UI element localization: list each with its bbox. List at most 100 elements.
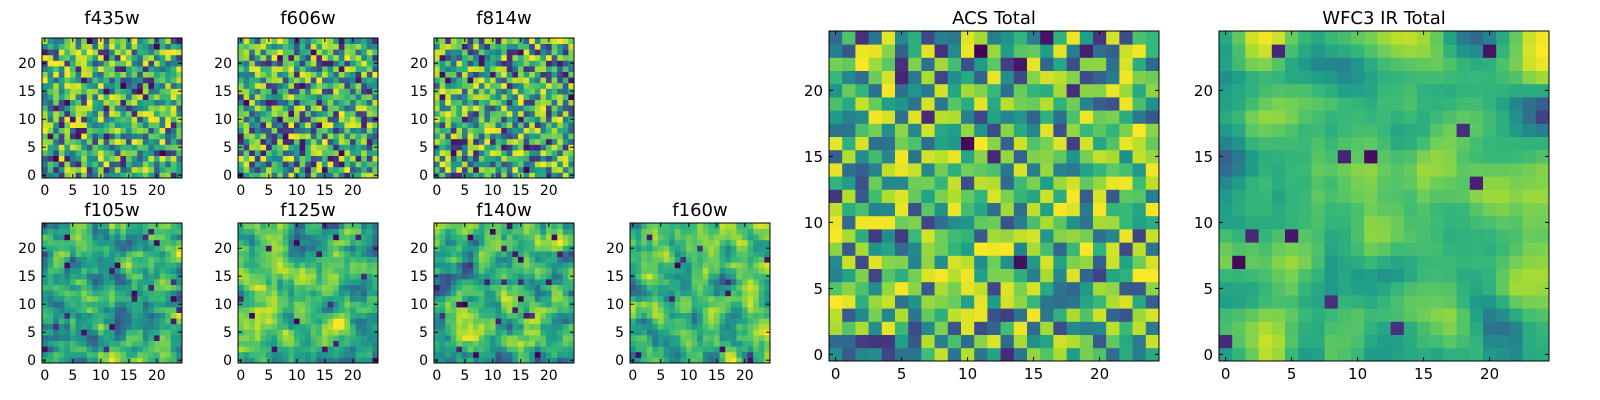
heatmap-cell [288,223,294,229]
heatmap-cell [490,167,496,173]
heatmap-cell [680,313,686,319]
heatmap-cell [300,60,306,66]
heatmap-cell [367,128,373,134]
heatmap-cell [753,352,759,358]
panel-f105w: f105w 0 5 10 15 20 0 5 10 15 20 [42,198,182,388]
heatmap-cell [81,279,87,285]
heatmap-cell [154,150,160,156]
heatmap-cell [64,318,70,324]
heatmap-cell [92,324,98,330]
heatmap-cell [305,111,311,117]
heatmap-cell [529,144,535,150]
heatmap-cell [468,122,474,128]
heatmap-cell [322,100,328,106]
heatmap-cell [288,44,294,50]
heatmap-cell [104,83,110,89]
heatmap-cell [669,234,675,240]
heatmap-cell [736,251,742,257]
heatmap-cell [48,105,54,111]
heatmap-cell [339,167,345,173]
heatmap-cell [277,139,283,145]
heatmap-cell [552,128,558,134]
heatmap-cell [339,352,345,358]
heatmap-cell [697,229,703,235]
heatmap-cell [524,273,530,279]
heatmap-cell [126,88,132,94]
x-tick-label: 5 [264,368,273,384]
heatmap-cell [120,313,126,319]
heatmap-cell [48,307,54,313]
heatmap-cell [305,318,311,324]
x-tick-label: 20 [344,368,362,384]
heatmap-cell [759,346,765,352]
heatmap-cell [272,72,278,78]
heatmap-cell [557,245,563,251]
heatmap-cell [680,279,686,285]
heatmap-cell [725,262,731,268]
heatmap-cell [109,44,115,50]
heatmap-cell [70,307,76,313]
heatmap-cell [855,163,869,177]
heatmap-cell [300,223,306,229]
y-tick-label: 0 [27,353,36,369]
heatmap-cell [109,77,115,83]
heatmap-cell [92,307,98,313]
heatmap-cell [367,38,373,44]
heatmap-cell [339,88,345,94]
heatmap-cell [294,279,300,285]
heatmap-cell [669,223,675,229]
heatmap-cell [322,307,328,313]
heatmap-cell [546,268,552,274]
heatmap-cell [53,55,59,61]
heatmap-cell [255,72,261,78]
heatmap-cell [546,105,552,111]
heatmap-cell [479,128,485,134]
heatmap-cell [238,161,244,167]
heatmap-cell [361,88,367,94]
heatmap-cell [277,60,283,66]
heatmap-cell [143,150,149,156]
heatmap-cell [647,273,653,279]
heatmap-cell [76,234,82,240]
heatmap-cell [692,324,698,330]
heatmap-cell [238,83,244,89]
heatmap-cell [557,133,563,139]
heatmap-cell [350,111,356,117]
heatmap-cell [92,111,98,117]
heatmap-cell [468,83,474,89]
heatmap-cell [350,105,356,111]
heatmap-cell [630,313,636,319]
heatmap-cell [496,313,502,319]
heatmap-cell [148,273,154,279]
heatmap-cell [468,111,474,117]
heatmap-cell [266,352,272,358]
heatmap-cell [512,150,518,156]
heatmap-cell [462,245,468,251]
heatmap-cell [356,55,362,61]
heatmap-cell [322,251,328,257]
heatmap-cell [669,352,675,358]
heatmap-cell [473,72,479,78]
heatmap-cell [48,139,54,145]
heatmap-cell [692,313,698,319]
heatmap-cell [697,268,703,274]
heatmap-cell [76,346,82,352]
heatmap-cell [305,307,311,313]
heatmap-cell [869,335,883,349]
heatmap-cell [697,257,703,263]
heatmap-cell [316,251,322,257]
heatmap-cell [714,240,720,246]
heatmap-cell [59,150,65,156]
heatmap-cell [630,318,636,324]
heatmap-cell [703,335,709,341]
heatmap-cell [81,223,87,229]
heatmap-cell [987,176,1001,190]
heatmap-cell [725,341,731,347]
heatmap-cell [92,313,98,319]
heatmap-cell [714,313,720,319]
heatmap-cell [720,352,726,358]
heatmap-cell [120,346,126,352]
heatmap-cell [316,49,322,55]
heatmap-cell [524,296,530,302]
heatmap-cell [98,60,104,66]
